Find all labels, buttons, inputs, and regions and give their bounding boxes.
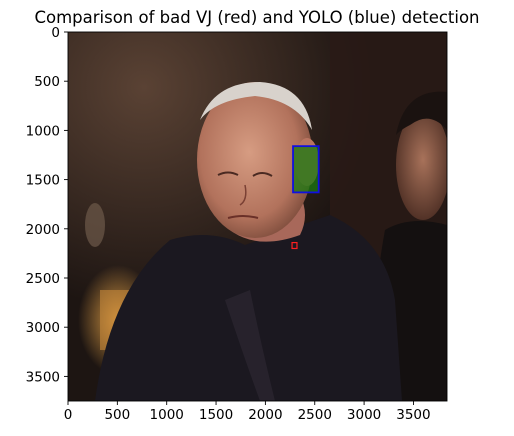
y-tick-label: 2500 bbox=[26, 271, 60, 287]
detections-layer bbox=[291, 145, 320, 250]
main-face bbox=[197, 82, 313, 238]
x-tick-label: 2000 bbox=[248, 407, 282, 423]
y-tick-label: 1500 bbox=[26, 173, 60, 189]
x-tick-label: 500 bbox=[104, 407, 130, 423]
y-tick-label: 3500 bbox=[26, 369, 60, 385]
x-tick-label: 1500 bbox=[199, 407, 233, 423]
y-tick-label: 1000 bbox=[26, 123, 60, 139]
chart-title: Comparison of bad VJ (red) and YOLO (blu… bbox=[34, 8, 479, 27]
y-tick-label: 3000 bbox=[26, 320, 60, 336]
axes-frame bbox=[67, 31, 448, 402]
x-tick-label: 3500 bbox=[396, 407, 430, 423]
x-axis: 0 500 1000 1500 2000 2500 3000 3500 bbox=[64, 401, 431, 423]
x-tick-label: 3000 bbox=[347, 407, 381, 423]
x-tick-label: 0 bbox=[64, 407, 73, 423]
detection-box-yolo bbox=[292, 145, 320, 194]
detection-box-vj bbox=[291, 241, 298, 250]
y-tick-label: 500 bbox=[34, 74, 60, 90]
y-tick-label: 0 bbox=[51, 25, 60, 41]
x-tick-label: 1000 bbox=[150, 407, 184, 423]
x-tick-label: 2500 bbox=[298, 407, 332, 423]
photo-image bbox=[68, 32, 447, 401]
y-axis: 0 500 1000 1500 2000 2500 3000 3500 bbox=[26, 25, 68, 385]
y-tick-label: 2000 bbox=[26, 222, 60, 238]
